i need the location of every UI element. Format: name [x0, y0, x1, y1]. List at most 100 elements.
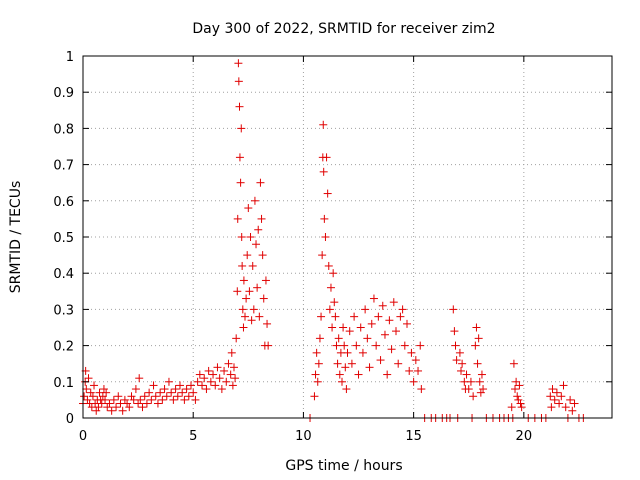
- data-point: [220, 366, 229, 375]
- x-tick-label: 15: [405, 429, 422, 444]
- data-point: [342, 385, 351, 394]
- data-point: [153, 399, 162, 408]
- data-point: [329, 269, 338, 278]
- data-point: [241, 312, 250, 321]
- data-point: [228, 381, 237, 390]
- data-point: [198, 381, 207, 390]
- data-point: [396, 312, 405, 321]
- data-point: [347, 359, 356, 368]
- data-point: [254, 225, 263, 234]
- data-point: [466, 377, 475, 386]
- data-point: [398, 305, 407, 314]
- data-point: [394, 359, 403, 368]
- data-point: [369, 294, 378, 303]
- data-point: [88, 392, 97, 401]
- data-point: [127, 392, 136, 401]
- data-point: [356, 323, 365, 332]
- y-tick-label: 0.1: [53, 376, 74, 391]
- data-point: [328, 323, 337, 332]
- data-point: [409, 377, 418, 386]
- data-point: [455, 348, 464, 357]
- data-point: [246, 233, 255, 241]
- data-point: [131, 385, 140, 394]
- data-point: [311, 370, 320, 379]
- data-point: [217, 385, 226, 394]
- data-point: [171, 385, 180, 394]
- data-point: [570, 399, 579, 408]
- y-tick-label: 0.6: [53, 195, 74, 210]
- x-tick-label: 5: [189, 429, 197, 444]
- data-point: [253, 283, 262, 292]
- data-point: [372, 341, 381, 350]
- data-point: [345, 327, 354, 336]
- data-point: [224, 359, 233, 368]
- data-point: [120, 395, 129, 404]
- data-point: [234, 77, 243, 86]
- data-point: [215, 374, 224, 383]
- data-point: [472, 323, 481, 332]
- data-point: [312, 348, 321, 357]
- data-point: [84, 374, 93, 383]
- data-point: [550, 395, 559, 404]
- data-point: [239, 276, 248, 285]
- y-tick-label: 0: [66, 412, 74, 427]
- data-point: [151, 392, 160, 401]
- data-point: [546, 392, 555, 401]
- data-point: [475, 377, 484, 386]
- data-point: [323, 189, 332, 198]
- data-point: [416, 341, 425, 350]
- data-point: [222, 377, 231, 386]
- data-point: [458, 359, 467, 368]
- data-point: [391, 327, 400, 336]
- data-point: [310, 392, 319, 401]
- y-tick-label: 0.8: [53, 122, 74, 137]
- data-point: [248, 261, 257, 270]
- data-point: [315, 334, 324, 343]
- data-point: [317, 312, 326, 321]
- data-point: [242, 294, 251, 303]
- data-series-srmtid: [79, 59, 588, 422]
- data-point: [340, 341, 349, 350]
- data-point: [232, 334, 241, 343]
- data-point: [138, 403, 147, 412]
- data-point: [343, 348, 352, 357]
- data-point: [233, 287, 242, 296]
- data-point: [123, 399, 132, 408]
- data-point: [175, 381, 184, 390]
- data-point: [511, 385, 520, 394]
- data-point: [162, 392, 171, 401]
- data-point: [479, 385, 488, 394]
- data-point: [319, 120, 328, 129]
- data-point: [103, 403, 112, 412]
- data-point: [405, 366, 414, 375]
- data-point: [450, 327, 459, 336]
- data-point: [112, 403, 121, 412]
- data-point: [515, 381, 524, 390]
- data-point: [339, 323, 348, 332]
- data-point: [135, 374, 144, 383]
- x-tick-label: 0: [79, 429, 87, 444]
- y-tick-label: 0.9: [53, 86, 74, 101]
- data-point: [334, 334, 343, 343]
- x-tick-label: 10: [295, 429, 312, 444]
- data-point: [249, 305, 258, 314]
- data-point: [451, 341, 460, 350]
- data-point: [332, 341, 341, 350]
- data-point: [134, 399, 143, 408]
- data-point: [333, 359, 342, 368]
- data-point: [552, 388, 561, 397]
- data-point: [374, 312, 383, 321]
- data-point: [142, 399, 151, 408]
- data-point: [80, 392, 89, 401]
- data-point: [264, 341, 273, 350]
- axis-ticks: [82, 55, 612, 419]
- data-point: [471, 341, 480, 350]
- data-point: [236, 178, 245, 187]
- data-point: [318, 251, 327, 260]
- data-point: [140, 392, 149, 401]
- data-point: [330, 298, 339, 307]
- data-point: [105, 399, 114, 408]
- data-point: [233, 214, 242, 223]
- data-point: [94, 403, 103, 412]
- data-point: [557, 392, 566, 401]
